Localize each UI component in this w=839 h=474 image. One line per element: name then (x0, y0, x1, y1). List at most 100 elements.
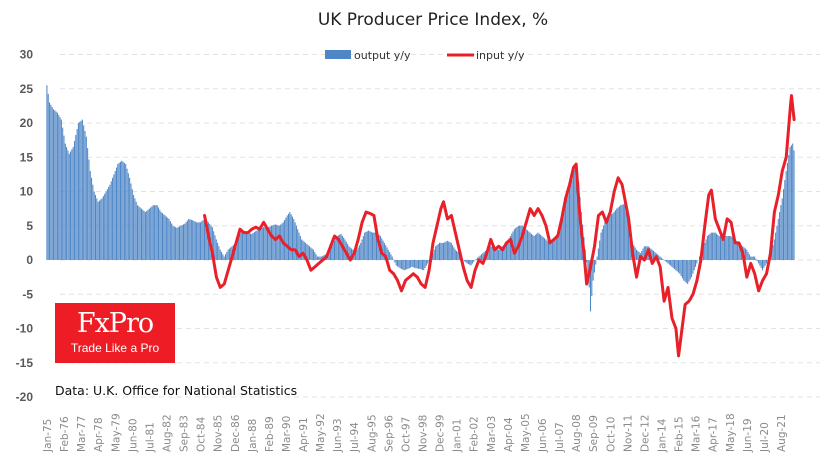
output-bar (242, 231, 244, 260)
x-tick-label: Feb-89 (264, 416, 276, 452)
output-bar (168, 218, 170, 260)
output-bar (142, 209, 144, 260)
output-bar (294, 222, 296, 260)
output-bar (63, 135, 65, 260)
output-bar (432, 253, 434, 260)
output-bar (781, 198, 783, 260)
output-bar (101, 198, 103, 260)
output-bar (151, 206, 153, 260)
output-bar (396, 260, 399, 267)
output-bar (555, 234, 557, 260)
output-bar (330, 248, 332, 260)
output-bar (706, 236, 708, 260)
output-bar (306, 244, 308, 260)
x-tick-label: Dec-86 (230, 414, 242, 452)
output-bar (171, 223, 173, 260)
output-bar (681, 260, 683, 279)
y-tick-label: -5 (22, 287, 33, 301)
output-bar (238, 236, 240, 260)
output-bar (351, 248, 353, 260)
x-tick-label: Sep-96 (383, 415, 395, 452)
output-bar (622, 204, 624, 260)
output-bar (550, 241, 552, 260)
output-bar (729, 236, 731, 260)
x-tick-label: Mar-77 (76, 416, 88, 452)
output-bar (146, 210, 148, 260)
output-bar (436, 245, 438, 260)
output-bar (276, 224, 278, 260)
output-bar (54, 110, 56, 260)
output-bar (653, 250, 655, 260)
output-bar (618, 206, 620, 260)
output-bar (534, 234, 536, 260)
output-bar (641, 250, 643, 260)
output-bar (764, 260, 766, 266)
output-bar (70, 151, 72, 260)
y-tick-label: -10 (16, 322, 34, 336)
output-bar (272, 225, 274, 260)
output-bar (115, 167, 118, 260)
output-bar (295, 225, 297, 260)
output-bar (89, 170, 91, 260)
output-bar (293, 218, 295, 260)
output-bar (56, 112, 58, 260)
output-bar (76, 128, 78, 260)
output-bar (691, 260, 693, 278)
output-bar (404, 260, 406, 270)
output-bar (751, 256, 753, 260)
output-bar (100, 199, 102, 260)
output-bar (748, 254, 750, 260)
output-bar (704, 242, 706, 261)
output-bar (287, 213, 290, 260)
output-bar (257, 229, 259, 260)
output-bar (545, 239, 547, 260)
output-bar (747, 252, 749, 260)
output-bar (333, 240, 335, 260)
output-bar (131, 189, 133, 260)
output-bar (695, 260, 697, 267)
output-bar (719, 236, 722, 260)
output-bar (198, 222, 200, 260)
output-bar (348, 246, 350, 260)
output-bar (164, 215, 166, 260)
output-bar (475, 258, 477, 260)
output-bar (723, 236, 725, 260)
output-bar (88, 159, 90, 260)
output-bar (445, 241, 447, 260)
output-bar (290, 214, 292, 260)
output-bar (192, 220, 194, 260)
output-bar (772, 245, 774, 260)
output-bar (452, 245, 454, 260)
output-bar (176, 227, 178, 261)
output-bar (189, 219, 191, 260)
output-bar (671, 260, 673, 267)
output-bar (727, 236, 729, 260)
output-bar (601, 229, 603, 260)
output-bar (758, 260, 760, 264)
output-bar (417, 260, 420, 269)
output-bar (205, 220, 207, 260)
output-bar (336, 236, 338, 260)
y-tick-label: 0 (26, 253, 33, 267)
output-bar (621, 204, 623, 260)
output-bar (449, 242, 451, 260)
output-bar (211, 227, 213, 260)
output-bar (240, 232, 242, 260)
output-bar (117, 164, 119, 260)
output-bar (491, 246, 493, 260)
output-bar (444, 242, 446, 260)
output-bar (603, 225, 605, 260)
output-bar (792, 143, 794, 260)
output-bar (181, 225, 183, 260)
output-bar (609, 214, 611, 260)
output-bar (169, 221, 171, 260)
output-bar (788, 154, 790, 260)
x-tick-label: Aug-82 (161, 414, 173, 452)
x-tick-label: Apr-91 (298, 417, 310, 452)
x-tick-label: Jan-88 (247, 419, 259, 453)
output-bar (692, 260, 694, 274)
output-bar (586, 260, 588, 263)
output-bar (260, 228, 262, 260)
output-bar (219, 249, 221, 260)
output-bar (597, 248, 599, 260)
